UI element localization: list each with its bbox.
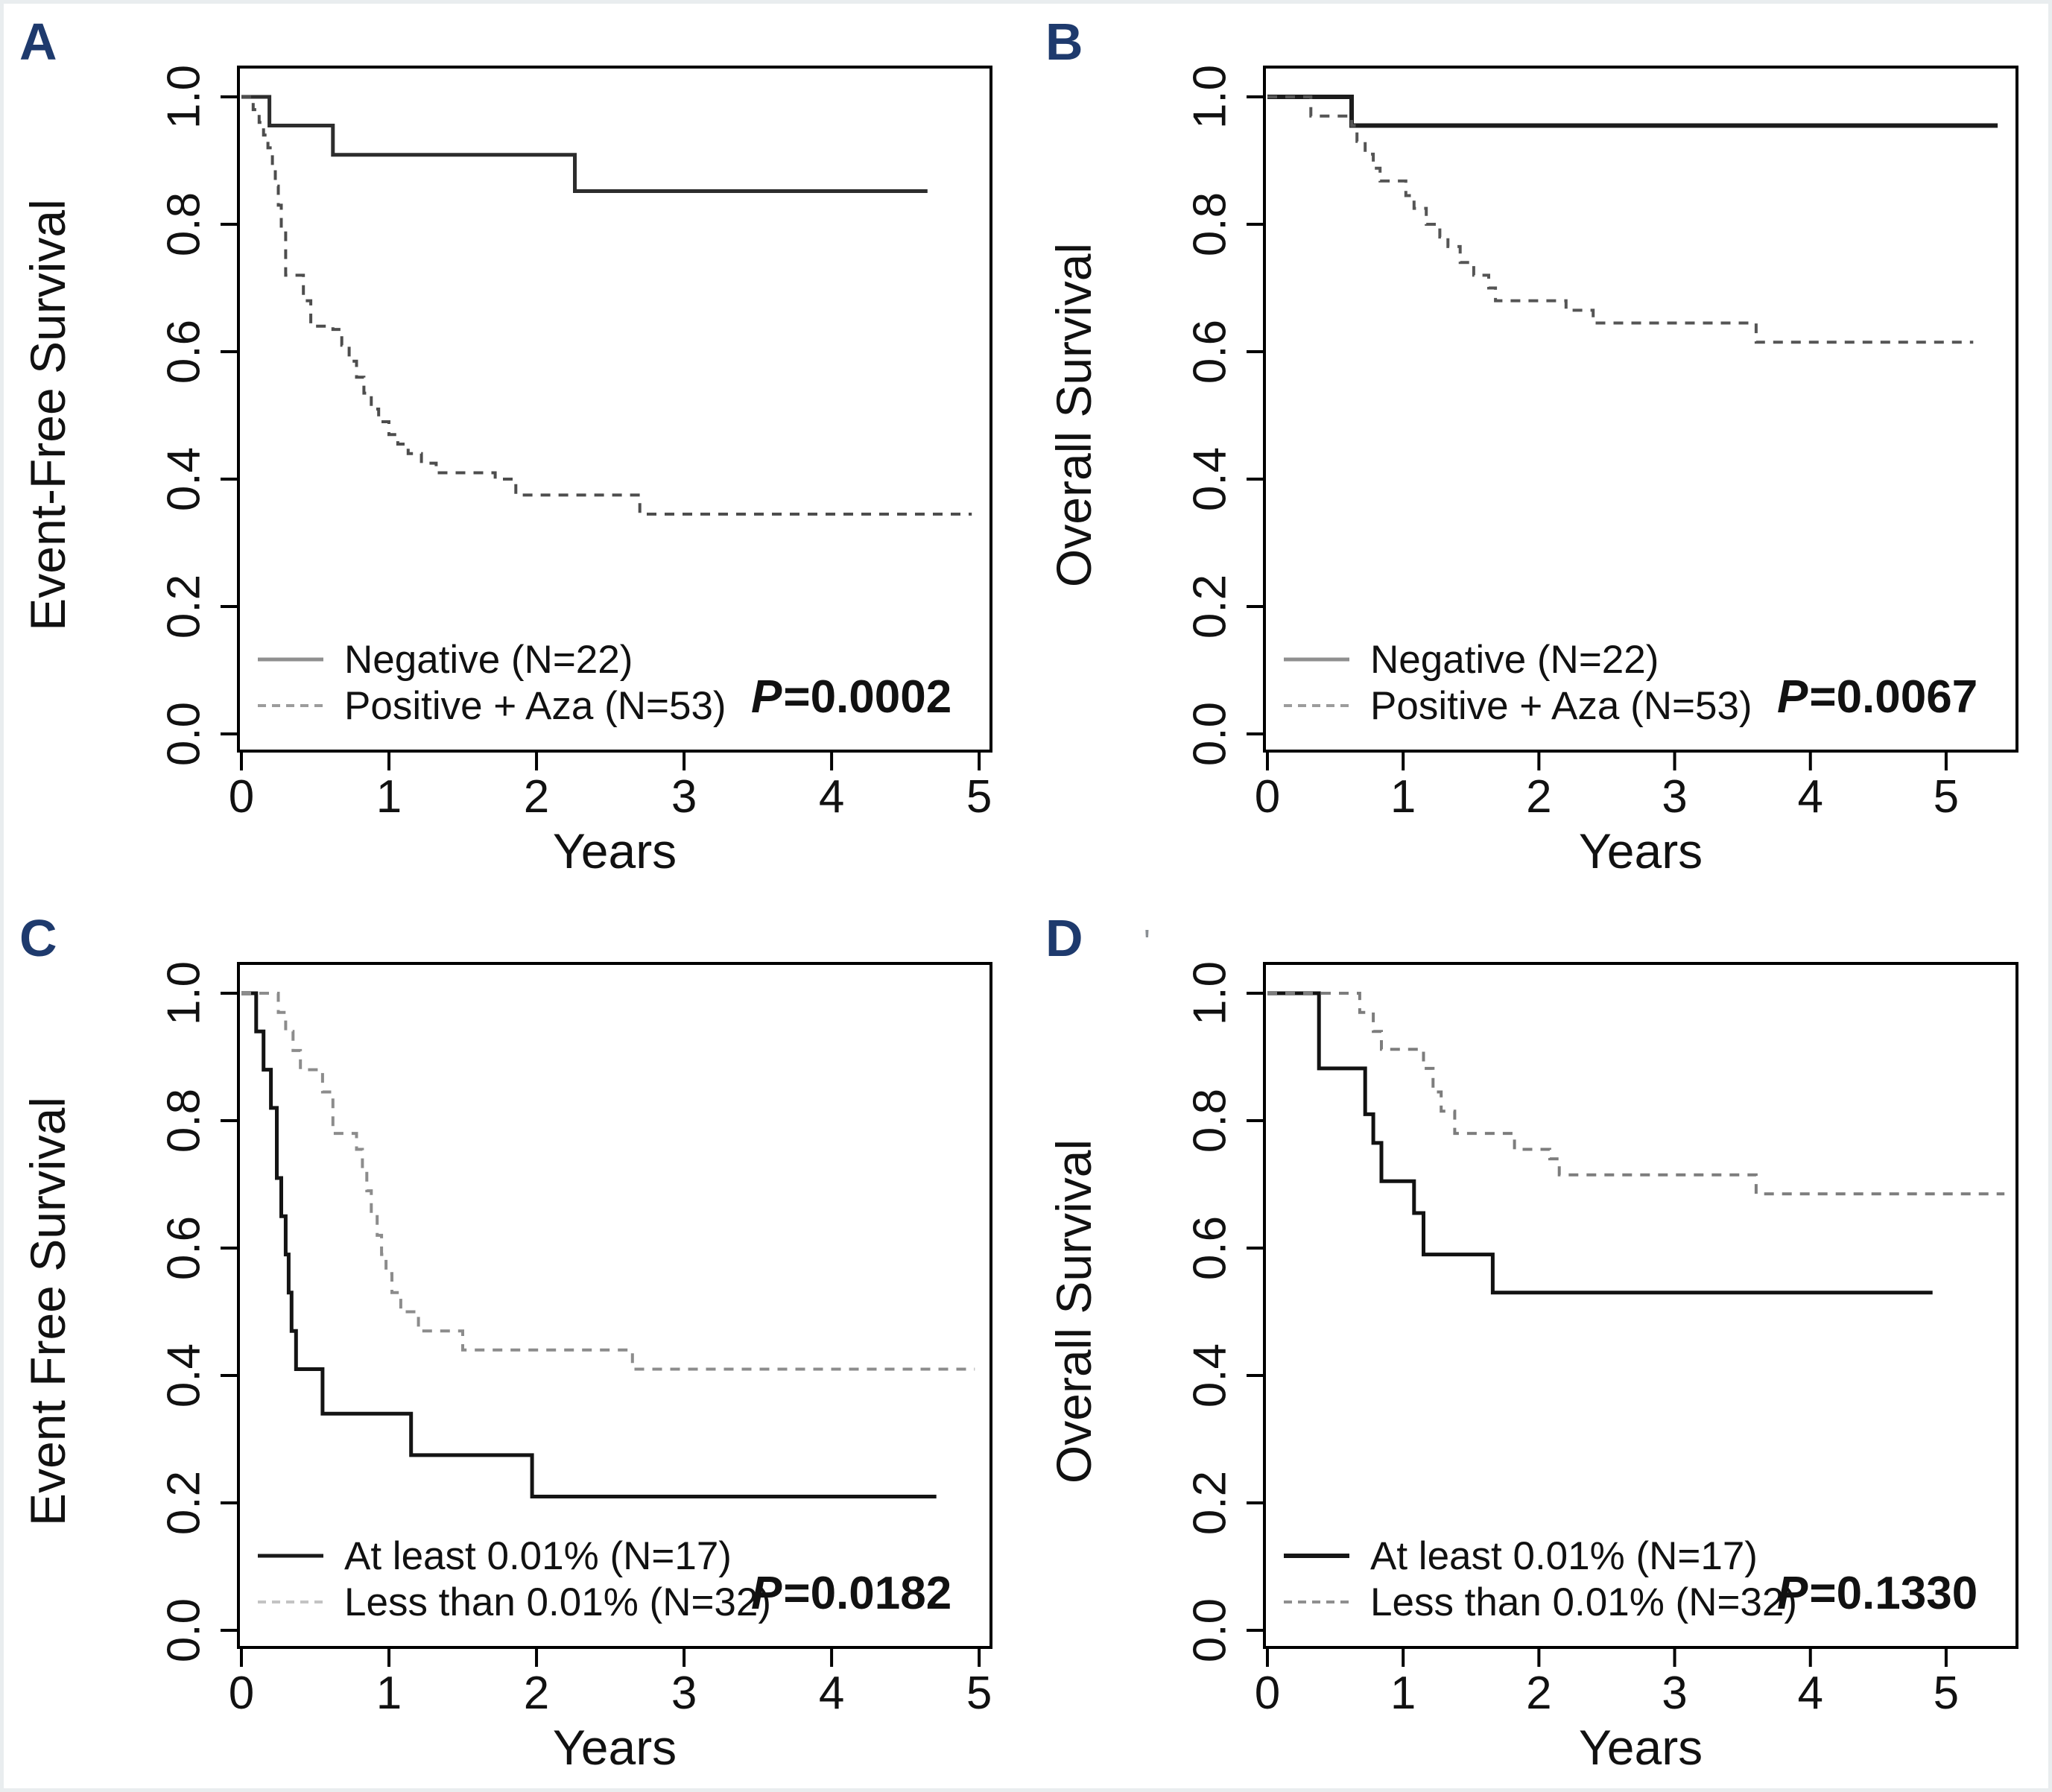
legend-label: At least 0.01% (N=17) bbox=[1370, 1533, 1758, 1578]
p-symbol: P bbox=[1777, 1568, 1808, 1619]
p-number: =0.1330 bbox=[1809, 1568, 1978, 1619]
legend-item: Positive + Aza (N=53) bbox=[1282, 683, 1752, 729]
panel-b-p-value: P=0.0067 bbox=[1777, 671, 1977, 724]
stray-mark: ' bbox=[1144, 922, 1150, 961]
legend-label: Positive + Aza (N=53) bbox=[1370, 683, 1752, 728]
panel-d-x-axis-title: Years bbox=[1578, 1720, 1703, 1775]
legend-label: At least 0.01% (N=17) bbox=[344, 1533, 732, 1578]
km-curve-dashed bbox=[1267, 992, 2005, 1196]
km-curve-dashed bbox=[1267, 95, 1974, 344]
panel-a-x-axis-title: Years bbox=[552, 823, 677, 878]
panel-b-plot-svg bbox=[1247, 66, 2018, 770]
legend-item: At least 0.01% (N=17) bbox=[256, 1533, 771, 1579]
legend-label: Negative (N=22) bbox=[344, 637, 633, 682]
panel-a-p-value: P=0.0002 bbox=[751, 671, 951, 724]
panel-b-x-axis-title: Years bbox=[1578, 823, 1703, 878]
plot-box bbox=[237, 66, 992, 753]
km-curve-solid bbox=[241, 95, 928, 193]
legend-item: Negative (N=22) bbox=[256, 636, 726, 683]
solid-line-swatch-icon bbox=[258, 657, 323, 662]
panel-d-plot-svg bbox=[1247, 962, 2018, 1667]
legend-label: Less than 0.01% (N=32) bbox=[1370, 1580, 1798, 1624]
panel-c-letter: C bbox=[19, 909, 58, 967]
legend-item: Negative (N=22) bbox=[1282, 636, 1752, 683]
panel-c-x-axis-title: Years bbox=[552, 1720, 677, 1775]
panel-b-legend: Negative (N=22) Positive + Aza (N=53) bbox=[1282, 636, 1752, 729]
plot-box bbox=[1263, 66, 2018, 753]
km-curve-dashed bbox=[241, 992, 975, 1371]
km-curve-dashed bbox=[241, 95, 972, 516]
legend-item: Less than 0.01% (N=32) bbox=[1282, 1579, 1797, 1625]
p-symbol: P bbox=[751, 1568, 782, 1619]
km-curve-solid bbox=[1267, 95, 1998, 128]
panel-b-letter: B bbox=[1045, 13, 1084, 71]
solid-line-swatch-icon bbox=[1284, 657, 1349, 662]
legend-label: Less than 0.01% (N=32) bbox=[344, 1580, 772, 1624]
p-symbol: P bbox=[1777, 671, 1808, 723]
panel-d-letter: D bbox=[1045, 909, 1084, 967]
panel-c-legend: At least 0.01% (N=17) Less than 0.01% (N=… bbox=[256, 1533, 771, 1625]
panel-a: A Event-Free Survival 0.0 0.2 0.4 0.6 0.8 1.0… bbox=[0, 0, 1026, 896]
plot-box bbox=[237, 962, 992, 1649]
plot-box bbox=[1263, 962, 2018, 1649]
panel-c: C Event Free Survival 0.0 0.2 0.4 0.6 0.8 1.0… bbox=[0, 896, 1026, 1792]
km-curve-solid bbox=[241, 991, 937, 1498]
dashed-line-swatch-icon bbox=[258, 1601, 323, 1603]
legend-item: Positive + Aza (N=53) bbox=[256, 683, 726, 729]
panel-d-p-value: P=0.1330 bbox=[1777, 1567, 1977, 1620]
p-symbol: P bbox=[751, 671, 782, 723]
dashed-line-swatch-icon bbox=[258, 704, 323, 707]
p-number: =0.0182 bbox=[783, 1568, 952, 1619]
solid-line-swatch-icon bbox=[258, 1554, 323, 1558]
km-curve-solid bbox=[1267, 991, 1933, 1295]
panel-a-letter: A bbox=[19, 13, 58, 71]
legend-item: At least 0.01% (N=17) bbox=[1282, 1533, 1797, 1579]
panel-a-plot-svg bbox=[221, 66, 992, 770]
panel-a-legend: Negative (N=22) Positive + Aza (N=53) bbox=[256, 636, 726, 729]
panel-c-p-value: P=0.0182 bbox=[751, 1567, 951, 1620]
legend-label: Positive + Aza (N=53) bbox=[344, 683, 726, 728]
dashed-line-swatch-icon bbox=[1284, 704, 1349, 707]
p-number: =0.0002 bbox=[783, 671, 952, 723]
p-number: =0.0067 bbox=[1809, 671, 1978, 723]
panel-d: D ' Overall Survival 0.0 0.2 0.4 0.6 0.8 1.0 … bbox=[1026, 896, 2052, 1792]
dashed-line-swatch-icon bbox=[1284, 1601, 1349, 1603]
legend-label: Negative (N=22) bbox=[1370, 637, 1659, 682]
legend-item: Less than 0.01% (N=32) bbox=[256, 1579, 771, 1625]
solid-line-swatch-icon bbox=[1284, 1554, 1349, 1558]
panel-d-legend: At least 0.01% (N=17) Less than 0.01% (N=… bbox=[1282, 1533, 1797, 1625]
panel-c-plot-svg bbox=[221, 962, 992, 1667]
